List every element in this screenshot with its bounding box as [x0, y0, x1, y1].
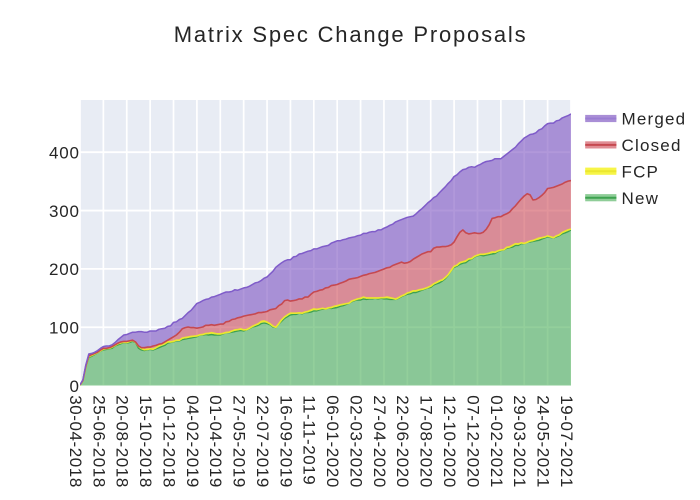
svg-text:04-02-2019: 04-02-2019 [183, 395, 202, 488]
svg-text:20-08-2018: 20-08-2018 [113, 395, 132, 488]
svg-text:02-03-2020: 02-03-2020 [346, 395, 365, 488]
svg-text:300: 300 [49, 202, 80, 221]
svg-text:19-07-2021: 19-07-2021 [557, 395, 576, 488]
svg-text:25-06-2018: 25-06-2018 [89, 395, 108, 488]
svg-text:24-05-2021: 24-05-2021 [534, 395, 553, 488]
svg-text:29-03-2021: 29-03-2021 [510, 395, 529, 488]
svg-text:01-04-2019: 01-04-2019 [206, 395, 225, 488]
svg-text:100: 100 [49, 318, 80, 337]
svg-text:12-10-2020: 12-10-2020 [440, 395, 459, 488]
svg-text:01-02-2021: 01-02-2021 [487, 395, 506, 488]
svg-text:15-10-2018: 15-10-2018 [136, 395, 155, 488]
svg-text:Merged: Merged [622, 110, 687, 129]
svg-text:16-09-2019: 16-09-2019 [276, 395, 295, 488]
svg-text:06-01-2020: 06-01-2020 [323, 395, 342, 488]
svg-text:400: 400 [49, 143, 80, 162]
svg-text:200: 200 [49, 260, 80, 279]
svg-text:07-12-2020: 07-12-2020 [463, 395, 482, 488]
svg-text:FCP: FCP [622, 162, 660, 181]
svg-text:17-08-2020: 17-08-2020 [417, 395, 436, 488]
svg-text:10-12-2018: 10-12-2018 [159, 395, 178, 488]
svg-text:11-11-2019: 11-11-2019 [300, 395, 319, 485]
svg-text:27-05-2019: 27-05-2019 [230, 395, 249, 488]
svg-text:New: New [622, 189, 660, 208]
svg-text:0: 0 [70, 377, 80, 396]
svg-text:27-04-2020: 27-04-2020 [370, 395, 389, 488]
svg-text:30-04-2018: 30-04-2018 [66, 395, 85, 488]
svg-text:Closed: Closed [622, 136, 682, 155]
svg-text:22-06-2020: 22-06-2020 [393, 395, 412, 488]
svg-text:Matrix Spec Change Proposals: Matrix Spec Change Proposals [174, 22, 528, 47]
svg-text:22-07-2019: 22-07-2019 [253, 395, 272, 488]
